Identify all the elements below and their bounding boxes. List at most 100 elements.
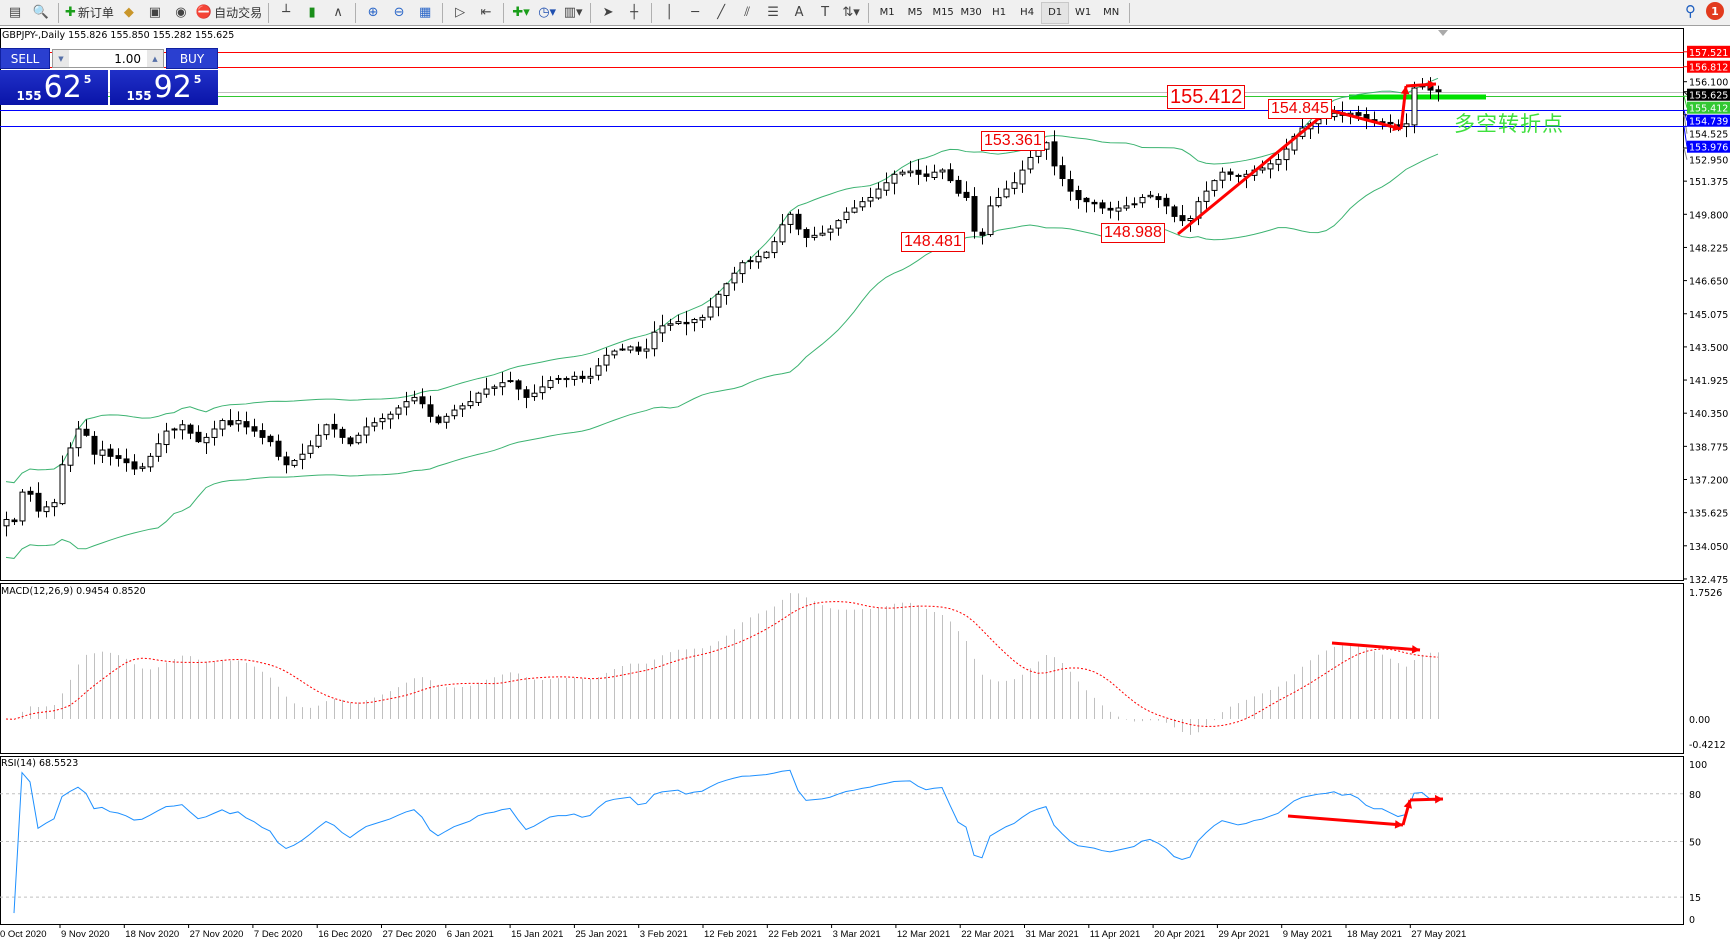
bull-candle [451,409,458,417]
bull-candle [883,182,890,191]
auto-trading-button[interactable]: ⛔ 自动交易 [194,2,264,24]
bear-candle [347,437,354,445]
templates-button[interactable]: ▥▾ [560,2,586,24]
annotation-153361[interactable]: 153.361 [981,131,1045,151]
date-label: 9 May 2021 [1282,929,1333,940]
sell-button[interactable]: SELL [0,48,50,69]
text-label-button[interactable]: T [812,2,838,24]
lot-increase-icon[interactable]: ▲ [147,50,163,67]
line-chart-button[interactable]: ∧ [325,2,351,24]
timeframe-m15[interactable]: M15 [932,7,954,18]
zoom-out-button[interactable]: ⊖ [386,2,412,24]
cursor-icon: ➤ [602,5,614,20]
toolbar-separator [442,2,444,23]
market-watch-button[interactable]: ◆ [116,2,142,24]
auto-scroll-icon: ▷ [455,5,466,20]
bull-candle [547,380,554,388]
arrows-button[interactable]: ⇅▾ [838,2,864,24]
date-label: 3 Mar 2021 [832,929,881,940]
bear-candle [1171,206,1178,217]
templates-icon: ▥▾ [563,5,583,20]
buy-price[interactable]: 155 92 5 [110,70,218,105]
arrow-head-icon [1411,645,1420,654]
notification-badge[interactable]: 1 [1706,2,1724,20]
bull-candle [1011,182,1018,189]
price-level-tag [1687,114,1730,127]
bar-chart-icon: ┴ [282,5,291,20]
bollinger-upper-band [5,77,1439,484]
arrow-head-icon [1400,86,1410,95]
bull-candle [1203,190,1210,202]
navigator-button[interactable]: ▣ [142,2,168,24]
bear-candle [83,428,90,436]
lot-size-stepper[interactable]: ▼ 1.00 ▲ [52,49,164,68]
annotation-154845[interactable]: 154.845 [1268,99,1332,119]
annotation-155412[interactable]: 155.412 [1167,85,1246,109]
bull-candle [1115,207,1122,212]
bear-candle [91,435,98,455]
date-label: 25 Jan 2021 [575,929,628,940]
lot-decrease-icon[interactable]: ▼ [53,50,69,67]
pivot-point-label[interactable]: 多空转折点 [1454,112,1564,136]
auto-scroll-button[interactable]: ▷ [447,2,473,24]
lot-size-value[interactable]: 1.00 [114,51,141,66]
new-order-button[interactable]: ✚ 新订单 [63,2,116,24]
bear-candle [283,456,290,466]
chart-shift-button[interactable]: ⇤ [473,2,499,24]
bear-candle [275,440,282,457]
timeframe-w1[interactable]: W1 [1075,7,1092,18]
bear-candle [123,458,130,464]
bull-candle [587,375,594,379]
timeframe-m30[interactable]: M30 [960,7,982,18]
timeframe-h4[interactable]: H4 [1020,7,1035,18]
timeframe-m5[interactable]: M5 [907,7,923,18]
bar-chart-button[interactable]: ┴ [273,2,299,24]
bull-candle [987,205,994,236]
crosshair-button[interactable]: ┼ [621,2,647,24]
trendline-button[interactable]: ╱ [708,2,734,24]
fibonacci-button[interactable]: ☰ [760,2,786,24]
search-icon[interactable]: ⚲ [1685,2,1696,20]
buy-price-fraction: 5 [193,73,202,86]
text-button[interactable]: A [786,2,812,24]
date-label: 12 Mar 2021 [896,929,951,940]
cursor-button[interactable]: ➤ [595,2,621,24]
signals-icon: ◉ [175,5,187,20]
indicators-button[interactable]: ✚▾ [508,2,534,24]
bear-candle [1235,174,1242,177]
timeframe-m1[interactable]: M1 [879,7,895,18]
date-label: 16 Dec 2020 [318,929,373,940]
bull-candle [403,401,410,408]
vertical-line-button[interactable]: │ [656,2,682,24]
signals-button[interactable]: ◉ [168,2,194,24]
horizontal-line-button[interactable]: ─ [682,2,708,24]
sell-price-prefix: 155 [16,89,42,103]
macd-plot [5,593,1439,735]
annotation-148481[interactable]: 148.481 [901,232,965,252]
date-label: 7 Dec 2020 [253,929,303,940]
timeframe-d1[interactable]: D1 [1041,1,1070,24]
bear-candle [1059,165,1066,180]
bear-candle [27,490,34,495]
buy-button[interactable]: BUY [166,48,218,69]
bull-candle [1147,194,1154,198]
bull-candle [355,434,362,444]
bull-candle [59,464,66,505]
drawn-arrows[interactable] [1177,80,1444,829]
sell-price[interactable]: 155 62 5 [0,70,108,105]
equidistant-channel-button[interactable]: ⫽ [734,2,760,24]
chart-canvas[interactable]: 157.521 156.812 156.100 155.625 155.412 154.7… [0,26,1730,941]
annotation-148988[interactable]: 148.988 [1101,223,1165,243]
timeframe-mn[interactable]: MN [1103,7,1120,18]
price-level-tag-label: 154.739 [1689,117,1728,128]
new-chart-button[interactable]: ▤ [2,2,28,24]
zoom-window-button[interactable]: 🔍 [28,2,54,24]
candlestick-button[interactable]: ▮ [299,2,325,24]
bull-candle [1019,169,1026,185]
timeframe-h1[interactable]: H1 [992,7,1007,18]
bull-candle [643,348,650,352]
bull-candle [859,201,866,208]
zoom-in-button[interactable]: ⊕ [360,2,386,24]
tile-windows-button[interactable]: ▦ [412,2,438,24]
periods-button[interactable]: ◷▾ [534,2,560,24]
